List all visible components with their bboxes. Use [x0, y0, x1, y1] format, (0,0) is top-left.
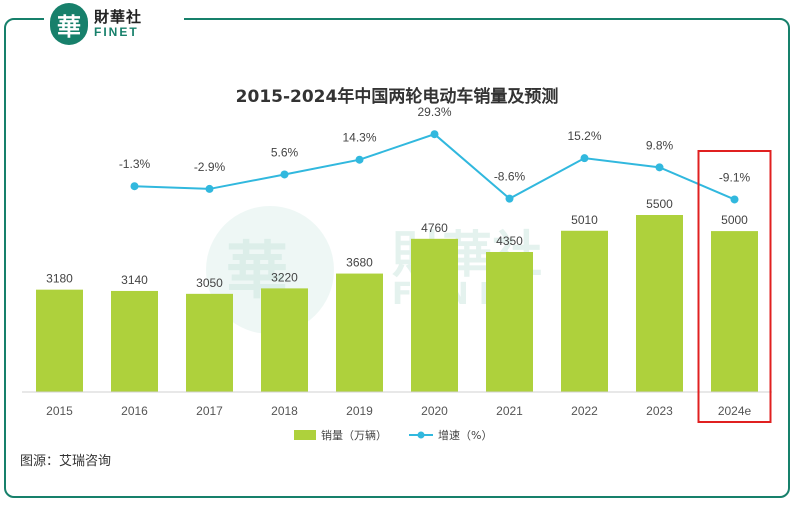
- bar-2017: [186, 293, 233, 392]
- legend-bar-label: 销量（万辆）: [321, 428, 387, 442]
- bar-label-2022: 5010: [571, 213, 598, 227]
- bar-2022: [561, 230, 608, 392]
- growth-label-2024e: -9.1%: [719, 170, 751, 184]
- x-tick-label-2015: 2015: [46, 404, 73, 418]
- bar-label-2020: 4760: [421, 221, 448, 235]
- legend-bar-swatch: [294, 430, 316, 440]
- growth-point-2018: [280, 170, 289, 179]
- growth-point-2024e: [730, 195, 739, 204]
- x-tick-label-2023: 2023: [646, 404, 673, 418]
- x-tick-label-2017: 2017: [196, 404, 223, 418]
- x-tick-label-2016: 2016: [121, 404, 148, 418]
- growth-label-2018: 5.6%: [271, 145, 299, 159]
- growth-point-2016: [130, 182, 139, 191]
- bar-2021: [486, 252, 533, 392]
- brand-name-cn: 財華社: [94, 7, 143, 26]
- growth-point-2021: [505, 194, 514, 203]
- bar-2024e: [711, 231, 758, 392]
- x-tick-label-2019: 2019: [346, 404, 373, 418]
- growth-point-2019: [355, 155, 364, 164]
- x-tick-label-2024e: 2024e: [718, 404, 752, 418]
- brand-name-en: FINET: [94, 24, 139, 39]
- growth-label-2023: 9.8%: [646, 138, 674, 152]
- bar-label-2024e: 5000: [721, 213, 748, 227]
- growth-label-2019: 14.3%: [342, 131, 376, 145]
- bar-label-2023: 5500: [646, 197, 673, 211]
- growth-label-2017: -2.9%: [194, 160, 226, 174]
- x-tick-label-2021: 2021: [496, 404, 523, 418]
- legend-line-label: 增速（%）: [438, 428, 492, 442]
- chart-title: 2015-2024年中国两轮电动车销量及预测: [236, 86, 559, 107]
- bar-label-2021: 4350: [496, 234, 523, 248]
- bar-label-2017: 3050: [196, 276, 223, 290]
- bar-label-2015: 3180: [46, 272, 73, 286]
- x-tick-label-2022: 2022: [571, 404, 598, 418]
- growth-label-2022: 15.2%: [567, 129, 601, 143]
- finet-seal-icon: 華: [50, 3, 88, 45]
- source-note: 图源：艾瑞咨询: [20, 454, 112, 469]
- growth-label-2020: 29.3%: [417, 105, 451, 119]
- bar-2018: [261, 288, 308, 392]
- bar-2023: [636, 215, 683, 392]
- bar-2019: [336, 273, 383, 392]
- bar-2020: [411, 238, 458, 392]
- bar-2016: [111, 290, 158, 392]
- x-tick-label-2018: 2018: [271, 404, 298, 418]
- bar-2015: [36, 289, 83, 392]
- forecast-highlight-box: [697, 150, 772, 423]
- bar-label-2018: 3220: [271, 270, 298, 284]
- growth-point-2020: [430, 130, 439, 139]
- growth-point-2017: [205, 184, 214, 193]
- growth-point-2023: [655, 163, 664, 172]
- growth-label-2016: -1.3%: [119, 157, 151, 171]
- growth-label-2021: -8.6%: [494, 170, 526, 184]
- legend: 销量（万辆） 增速（%）: [294, 428, 492, 442]
- growth-point-2022: [580, 154, 589, 163]
- finet-logo: 華 財華社 FINET: [44, 0, 184, 48]
- legend-line-marker: [417, 431, 425, 439]
- bar-label-2016: 3140: [121, 273, 148, 287]
- bar-label-2019: 3680: [346, 256, 373, 270]
- chart-frame: [4, 18, 790, 498]
- logo-text: 財華社 FINET: [94, 7, 143, 39]
- x-tick-label-2020: 2020: [421, 404, 448, 418]
